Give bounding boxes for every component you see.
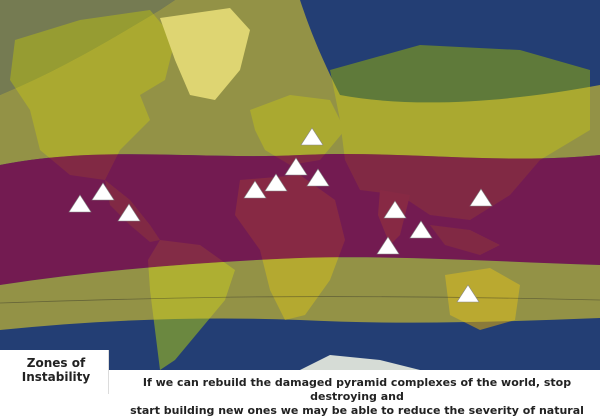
legend-title-line2: Instability (21, 370, 91, 384)
legend-box (0, 350, 109, 394)
pyramid-icon (284, 157, 308, 176)
zones (0, 0, 600, 330)
legend-title: Zones of Instability (14, 356, 98, 384)
map-caption: If we can rebuild the damaged pyramid co… (118, 376, 596, 416)
legend-title-line1: Zones of (26, 356, 86, 370)
pyramid-icon (456, 284, 480, 303)
pyramid-icon (300, 127, 324, 146)
caption-line2: start building new ones we may be able t… (130, 404, 584, 416)
pyramid-icon (383, 200, 407, 219)
pyramids (68, 127, 493, 303)
pyramid-icon (409, 220, 433, 239)
yellow-zone-south (0, 257, 600, 330)
world-map (0, 0, 600, 370)
purple-zone-equatorial (0, 153, 600, 285)
pyramid-icon (91, 182, 115, 201)
pyramid-icon (68, 194, 92, 213)
pyramid-icon (306, 168, 330, 187)
yellow-zone-north-cap (0, 0, 175, 95)
pyramid-icon (117, 203, 141, 222)
pyramid-icon (469, 188, 493, 207)
latitude-line (0, 296, 600, 304)
pyramid-icon (264, 173, 288, 192)
antarctica (300, 355, 420, 370)
yellow-zone-north (0, 0, 600, 165)
pyramid-icon (243, 180, 267, 199)
pyramid-icon (376, 236, 400, 255)
caption-line1: If we can rebuild the damaged pyramid co… (142, 376, 572, 403)
